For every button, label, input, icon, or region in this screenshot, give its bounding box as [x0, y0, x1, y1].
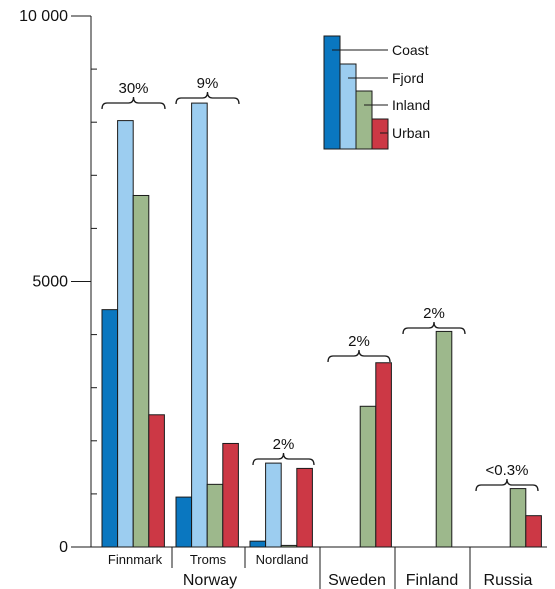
- x-group-label-norway: Norway: [183, 572, 237, 589]
- bar-troms-inland: [206, 483, 224, 548]
- legend-swatch-coast: [323, 35, 341, 150]
- x-category-label: Finnmark: [108, 552, 163, 567]
- percent-label: 2%: [348, 333, 370, 350]
- bar-finnmark-urban: [148, 414, 165, 548]
- legend: Coast Fjord Inland Urban: [323, 35, 430, 150]
- legend-label: Coast: [392, 42, 429, 58]
- bar-russia-urban: [525, 515, 542, 548]
- bar-sweden-urban: [375, 362, 392, 548]
- x-category-label: Sweden: [328, 572, 386, 589]
- x-category-label: Russia: [484, 572, 533, 589]
- bar-sweden-inland: [359, 405, 377, 548]
- x-category-label: Nordland: [256, 552, 309, 567]
- bar-nordland-coast: [249, 540, 267, 548]
- percent-bracket: [175, 91, 240, 105]
- bar-finland-inland: [435, 330, 453, 548]
- legend-swatch-urban: [371, 118, 389, 150]
- bar-russia-inland: [509, 488, 527, 548]
- legend-swatch-inland: [355, 90, 373, 150]
- y-axis: 0 5000 10 000: [19, 8, 97, 556]
- legend-label: Fjord: [392, 70, 424, 86]
- x-category-label: Finland: [406, 572, 458, 589]
- percent-bracket: [101, 96, 166, 110]
- percent-label: 2%: [423, 305, 445, 322]
- percent-label: 9%: [197, 75, 219, 92]
- y-tick-label: 10 000: [19, 8, 68, 25]
- bar-nordland-urban: [296, 467, 313, 548]
- percent-label: 30%: [118, 80, 148, 97]
- bar-finnmark-fjord: [117, 120, 134, 548]
- legend-label: Urban: [392, 125, 430, 141]
- percent-brackets: 30% 9% 2% 2% 2% <0.3%: [101, 75, 539, 492]
- bar-finnmark-inland: [132, 194, 150, 548]
- percent-label: <0.3%: [486, 462, 529, 479]
- x-axis: Finnmark Troms Nordland Norway Sweden Finland…: [91, 546, 547, 589]
- bar-troms-urban: [222, 442, 239, 548]
- percent-bracket: [252, 452, 315, 466]
- bar-troms-coast: [175, 496, 193, 548]
- y-tick-label: 5000: [32, 274, 68, 291]
- y-tick-label: 0: [59, 539, 68, 556]
- percent-bracket: [327, 349, 391, 363]
- bar-troms-fjord: [191, 102, 208, 548]
- legend-label: Inland: [392, 97, 430, 113]
- percent-bracket: [402, 321, 466, 335]
- percent-label: 2%: [273, 436, 295, 453]
- legend-swatch-fjord: [339, 63, 357, 150]
- percent-bracket: [475, 478, 539, 492]
- bar-nordland-fjord: [265, 462, 282, 548]
- bar-finnmark-coast: [101, 309, 119, 548]
- x-category-label: Troms: [190, 552, 227, 567]
- bars: [101, 102, 542, 548]
